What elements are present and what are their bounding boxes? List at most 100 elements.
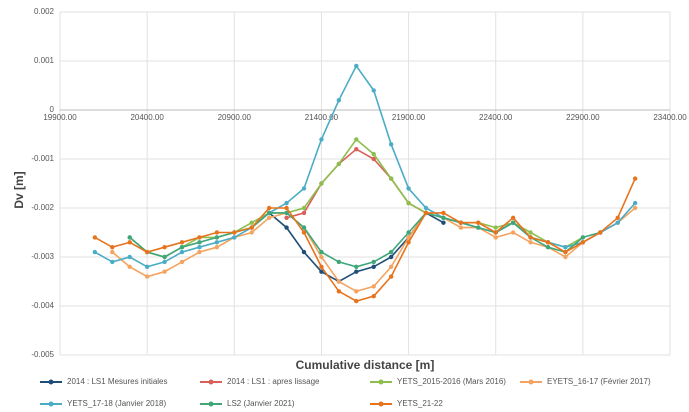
data-point — [354, 298, 359, 304]
data-point — [441, 215, 446, 220]
y-tick-label: 0.001 — [34, 56, 55, 65]
data-point — [423, 210, 429, 216]
data-point — [110, 245, 115, 250]
data-point — [144, 264, 150, 269]
data-point — [249, 230, 254, 235]
data-point — [249, 225, 254, 230]
data-point — [110, 259, 115, 265]
x-tick-label: 20400.00 — [130, 113, 164, 122]
x-tick-label: 20900.00 — [218, 113, 252, 122]
data-point — [354, 147, 359, 152]
data-point — [528, 230, 533, 235]
data-point — [284, 225, 289, 230]
x-tick-label: 21900.00 — [392, 113, 426, 122]
data-point — [598, 230, 603, 235]
data-point — [336, 279, 342, 284]
data-point — [615, 215, 620, 220]
legend-label: LS2 (Janvier 2021) — [227, 399, 295, 408]
y-axis-label: Dv [m] — [12, 171, 26, 208]
data-point — [388, 264, 394, 269]
y-tick-label: 0 — [50, 105, 55, 114]
data-point — [319, 254, 324, 260]
data-point — [197, 235, 202, 240]
legend-marker — [378, 401, 384, 407]
data-point — [406, 235, 411, 240]
legend-marker — [378, 379, 384, 385]
data-point — [319, 264, 324, 269]
legend-label: YETS_2015-2016 (Mars 2016) — [397, 377, 506, 386]
data-point — [388, 254, 394, 260]
data-point — [179, 245, 185, 250]
data-point — [197, 240, 202, 245]
data-point — [319, 269, 324, 274]
data-point — [580, 240, 586, 245]
legend-marker — [208, 379, 214, 385]
data-point — [354, 289, 359, 294]
x-tick-label: 21400.00 — [305, 113, 339, 122]
series-line — [94, 178, 636, 302]
data-point — [284, 210, 289, 216]
data-point — [284, 200, 289, 206]
data-point — [371, 88, 376, 93]
data-point — [336, 289, 342, 294]
data-point — [319, 181, 324, 186]
data-point — [301, 230, 307, 235]
data-point — [162, 245, 167, 250]
data-point — [563, 254, 568, 260]
data-point — [197, 249, 202, 255]
data-point — [528, 235, 533, 240]
y-tick-label: -0.003 — [31, 252, 54, 261]
data-point — [197, 245, 202, 250]
data-point — [214, 235, 220, 240]
data-point — [580, 235, 586, 240]
legend-label: 2014 : LS1 Mesures initiales — [67, 377, 168, 386]
legend-marker — [528, 379, 534, 385]
data-point — [266, 210, 272, 216]
data-point — [632, 176, 638, 181]
data-point — [510, 220, 516, 225]
data-point — [493, 225, 498, 230]
data-point — [371, 264, 376, 269]
data-point — [162, 269, 167, 274]
data-point — [232, 230, 237, 235]
data-point — [284, 205, 289, 211]
data-point — [127, 235, 132, 240]
y-tick-label: 0.002 — [34, 7, 55, 16]
data-point — [406, 240, 411, 245]
data-point — [493, 235, 498, 240]
legend-label: YETS_17-18 (Janvier 2018) — [67, 399, 167, 408]
data-point — [319, 137, 324, 142]
data-point — [336, 259, 342, 265]
data-point — [301, 205, 307, 211]
data-point — [354, 137, 359, 142]
data-point — [528, 240, 533, 245]
legend-marker — [208, 401, 214, 407]
data-point — [266, 205, 272, 211]
y-tick-label: -0.004 — [31, 301, 54, 310]
data-point — [406, 186, 411, 191]
data-point — [127, 264, 132, 269]
data-point — [458, 225, 464, 230]
data-point — [266, 215, 272, 220]
data-point — [406, 230, 411, 235]
data-point — [388, 274, 394, 279]
data-point — [406, 200, 411, 206]
data-point — [214, 230, 220, 235]
data-point — [371, 259, 376, 265]
legend-marker — [48, 401, 54, 407]
data-point — [388, 176, 394, 181]
data-point — [127, 240, 132, 245]
y-tick-label: -0.001 — [31, 154, 54, 163]
y-tick-label: -0.005 — [31, 350, 54, 359]
legend-label: YETS_21-22 — [397, 399, 443, 408]
data-point — [144, 249, 150, 255]
data-point — [179, 249, 185, 255]
series-line — [129, 211, 601, 268]
series-line — [94, 64, 636, 268]
data-point — [336, 161, 342, 167]
data-point — [284, 215, 289, 220]
data-point — [301, 186, 307, 191]
data-point — [632, 205, 638, 211]
data-point — [232, 235, 237, 240]
legend-label: 2014 : LS1 : apres lissage — [227, 377, 320, 386]
